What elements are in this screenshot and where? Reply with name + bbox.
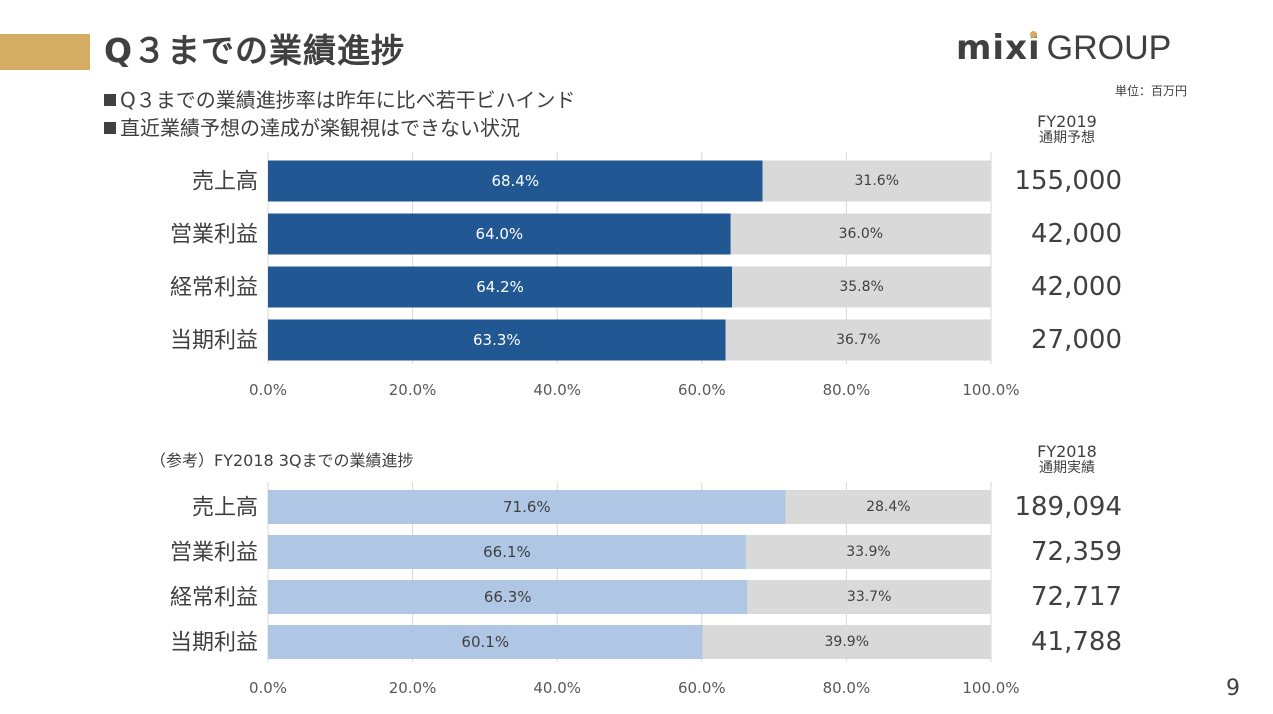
data-label-remainder: 33.9% [846, 544, 890, 560]
category-label: 売上高 [192, 170, 258, 195]
x-tick-label: 20.0% [389, 381, 437, 399]
bar-remainder [730, 213, 991, 255]
x-tick-label: 80.0% [823, 381, 871, 399]
x-tick-label: 100.0% [962, 679, 1019, 697]
data-label-remainder: 31.6% [855, 173, 899, 189]
bar-progress [268, 580, 748, 614]
data-label-remainder: 36.0% [839, 226, 883, 242]
side-value: 72,717 [1031, 582, 1122, 612]
side-value: 42,000 [1031, 272, 1122, 302]
bar-remainder [785, 490, 991, 524]
fy2018-sublabel: 通期実績 [1039, 460, 1095, 476]
fy2018-label: FY2018 [1037, 442, 1097, 461]
bar-remainder [762, 160, 991, 202]
data-label-progress: 64.2% [476, 278, 524, 296]
side-value: 189,094 [1014, 492, 1122, 522]
logo-group-text: GROUP [1046, 29, 1172, 67]
bullet-item: 直近業績予想の達成が楽観視はできない状況 [104, 114, 575, 142]
data-label-progress: 68.4% [491, 172, 539, 190]
bar-progress [268, 319, 726, 361]
data-label-remainder: 36.7% [836, 332, 880, 348]
bar-remainder [745, 535, 991, 569]
bullet-item: Q３までの業績進捗率は昨年に比べ若干ビハインド [104, 86, 575, 114]
x-tick-label: 60.0% [678, 381, 726, 399]
x-tick-label: 20.0% [389, 679, 437, 697]
side-value: 42,000 [1031, 219, 1122, 249]
unit-label: 単位：百万円 [1114, 84, 1187, 98]
category-label: 経常利益 [170, 276, 258, 301]
category-label: 経常利益 [170, 586, 258, 611]
accent-bar [0, 34, 90, 70]
x-tick-label: 80.0% [823, 679, 871, 697]
bar-progress [268, 535, 746, 569]
bar-remainder [725, 319, 991, 361]
bar-remainder [747, 580, 991, 614]
bar-progress [268, 213, 731, 255]
data-label-remainder: 28.4% [866, 499, 910, 515]
bullet-square-icon [104, 94, 116, 106]
fy2019-forecast-header: FY2019 通期予想 [1012, 113, 1122, 147]
x-tick-label: 0.0% [249, 381, 287, 399]
category-label: 売上高 [192, 496, 258, 521]
bullet-text: Q３までの業績進捗率は昨年に比べ若干ビハインド [120, 88, 576, 112]
data-label-progress: 63.3% [473, 331, 521, 349]
bullet-square-icon [104, 122, 116, 134]
category-label: 営業利益 [170, 223, 258, 248]
category-label: 営業利益 [170, 541, 258, 566]
fy2018-results-header: FY2018 通期実績 [1012, 443, 1122, 477]
reference-chart-title: （参考）FY2018 3Qまでの業績進捗 [150, 451, 414, 470]
data-label-remainder: 35.8% [839, 279, 883, 295]
x-tick-label: 60.0% [678, 679, 726, 697]
data-label-progress: 60.1% [461, 633, 509, 651]
side-value: 155,000 [1014, 166, 1122, 196]
mixi-group-logo: mixi GROUP [956, 28, 1171, 68]
bar-remainder [732, 266, 991, 308]
x-tick-label: 0.0% [249, 679, 287, 697]
data-label-progress: 64.0% [476, 225, 524, 243]
bullet-list: Q３までの業績進捗率は昨年に比べ若干ビハインド 直近業績予想の達成が楽観視はでき… [104, 86, 575, 142]
bullet-text: 直近業績予想の達成が楽観視はできない状況 [120, 116, 520, 140]
data-label-progress: 66.3% [484, 588, 532, 606]
x-tick-label: 100.0% [962, 381, 1019, 399]
category-label: 当期利益 [170, 631, 258, 656]
bar-remainder [702, 625, 991, 659]
x-tick-label: 40.0% [533, 381, 581, 399]
fy2019-sublabel: 通期予想 [1039, 130, 1095, 146]
side-value: 72,359 [1031, 537, 1122, 567]
fy2019-label: FY2019 [1037, 112, 1097, 131]
data-label-progress: 66.1% [483, 543, 531, 561]
bar-progress [268, 266, 733, 308]
x-tick-label: 40.0% [533, 679, 581, 697]
logo-mixi-text: mixi [956, 28, 1041, 68]
side-value: 27,000 [1031, 325, 1122, 355]
category-label: 当期利益 [170, 329, 258, 354]
page-title: Q３までの業績進捗 [104, 31, 406, 70]
bar-progress [268, 625, 703, 659]
side-value: 41,788 [1031, 627, 1122, 657]
page-number: 9 [1226, 676, 1240, 701]
bar-progress [268, 490, 786, 524]
data-label-remainder: 39.9% [825, 634, 869, 650]
logo-dot [1030, 31, 1037, 38]
data-label-remainder: 33.7% [847, 589, 891, 605]
bar-progress [268, 160, 763, 202]
data-label-progress: 71.6% [503, 498, 551, 516]
